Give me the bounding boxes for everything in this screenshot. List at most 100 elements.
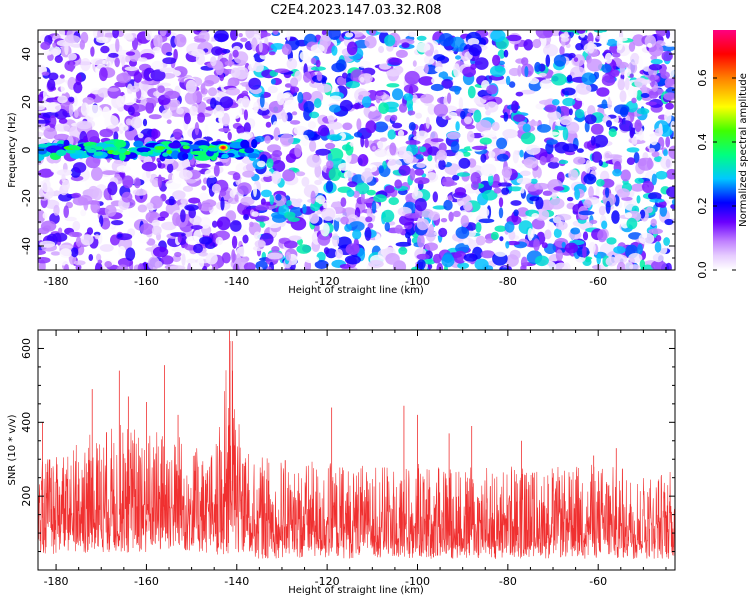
spectrogram-cell <box>165 51 173 56</box>
spectrogram-cell <box>624 261 634 270</box>
spectrogram-cell <box>582 245 587 258</box>
spectrogram-cell <box>303 100 315 113</box>
spectrogram-cell <box>72 162 87 173</box>
spectrogram-cell <box>188 197 201 204</box>
spectrogram-cell <box>572 54 585 67</box>
spectrogram-cell <box>624 68 632 77</box>
spectrogram-cell <box>329 95 342 101</box>
spectrogram-cell <box>496 137 508 149</box>
spectrogram-cell <box>368 109 382 122</box>
spectrogram-cell <box>48 72 59 81</box>
spectrogram-cell <box>344 255 361 265</box>
spectrogram-cell <box>482 189 498 201</box>
spectrogram-cell <box>50 48 61 56</box>
spectrogram-cell <box>655 30 667 37</box>
spectrogram-cell <box>384 221 390 232</box>
spectrogram-cell <box>159 30 167 37</box>
spectrogram-cell <box>585 257 591 263</box>
snr-line <box>38 341 675 559</box>
spectrogram-cell <box>590 166 597 171</box>
spectrogram-cell <box>395 49 408 59</box>
spectrogram-cell <box>215 236 224 246</box>
spectrogram-cell <box>480 130 497 139</box>
spectrogram-cell <box>542 190 553 196</box>
spectrogram-cell <box>58 227 63 234</box>
spectrogram-cell <box>664 42 675 47</box>
spectrogram-cell <box>503 49 509 58</box>
spectrogram-cell <box>561 241 566 248</box>
spectrogram-cell <box>38 257 51 264</box>
spectrogram-cell <box>496 153 509 162</box>
spectrogram-cell <box>68 96 75 103</box>
spectrogram-cell <box>651 260 667 270</box>
spectrogram-cell <box>366 207 372 217</box>
spectrogram-cell <box>210 56 217 67</box>
spectrogram-cell <box>372 145 377 151</box>
spectrogram-cell <box>160 255 174 265</box>
spectrogram-cell <box>355 182 370 195</box>
spectrogram-cell <box>88 254 94 261</box>
spectrogram-cell <box>560 30 575 33</box>
spectrogram-cell <box>649 74 656 88</box>
spectrogram-cell <box>589 219 598 224</box>
spectrogram-cell <box>313 98 322 109</box>
spectrogram-cell <box>57 260 72 266</box>
spectrogram-cell <box>325 180 334 193</box>
spectrogram-cell <box>626 157 636 166</box>
spectrogram-cell <box>43 127 57 139</box>
spectrogram-cell <box>64 216 77 222</box>
spectrogram-cell <box>243 214 250 221</box>
y-tick-label: 0 <box>20 147 33 154</box>
spectrogram-cell <box>299 51 309 61</box>
spectrogram-cell <box>558 159 569 165</box>
spectrogram-cell <box>387 129 396 140</box>
spectrogram-cell <box>180 209 186 223</box>
spectrogram-cell <box>276 92 285 106</box>
spectrogram-cell <box>289 120 301 125</box>
spectrogram-cell <box>96 36 109 44</box>
spectrogram-cell <box>80 234 94 246</box>
spectrogram-cell <box>384 185 396 194</box>
spectrogram-cell <box>663 149 668 157</box>
spectrogram-cell <box>198 252 209 257</box>
spectrogram-cell <box>534 182 550 190</box>
spectrogram-cell <box>638 56 643 69</box>
spectrogram-cell <box>517 65 522 77</box>
spectrogram-cell <box>521 57 529 66</box>
spectrogram-cell <box>418 76 435 86</box>
spectrogram-cell <box>374 148 388 158</box>
spectrogram-cell <box>455 243 470 254</box>
spectrogram-cell <box>90 46 95 57</box>
snr-x-label: Height of straight line (km) <box>288 585 424 596</box>
spectrogram-cell <box>100 45 110 54</box>
spectrogram-cell <box>611 210 620 224</box>
spectrogram-cell <box>124 66 139 72</box>
spectrogram-cell <box>475 222 482 233</box>
spectrogram-cell <box>636 195 641 204</box>
snr-frame <box>37 329 676 571</box>
spectrogram-cell <box>365 216 373 223</box>
spectrogram-cell <box>648 192 662 201</box>
spectrogram-cell <box>157 85 165 93</box>
spectrogram-cell <box>369 106 377 112</box>
spectrogram-cell <box>504 221 515 233</box>
spectrogram-cell <box>116 264 129 270</box>
spectrogram-line-core <box>147 150 154 155</box>
spectrogram-cell <box>230 220 242 232</box>
spectrogram-cell <box>573 156 586 165</box>
spectrogram-cell <box>344 224 352 232</box>
spectrogram-cell <box>402 150 414 164</box>
spectrogram-cell <box>475 119 492 133</box>
spectrogram-cell <box>407 236 412 246</box>
spectrogram-cell <box>267 222 281 229</box>
spectrogram-cell <box>359 76 365 83</box>
spectrogram-cell <box>329 104 341 113</box>
spectrogram-line-cell <box>244 147 255 154</box>
spectrogram-line-cell <box>133 140 144 148</box>
spectrogram-cell <box>55 108 68 120</box>
spectrogram-cell <box>271 170 282 185</box>
spectrogram-cell <box>325 142 336 150</box>
spectrogram-cell <box>41 178 51 193</box>
spectrogram-cell <box>104 115 119 129</box>
x-tick-label: -80 <box>499 575 517 588</box>
